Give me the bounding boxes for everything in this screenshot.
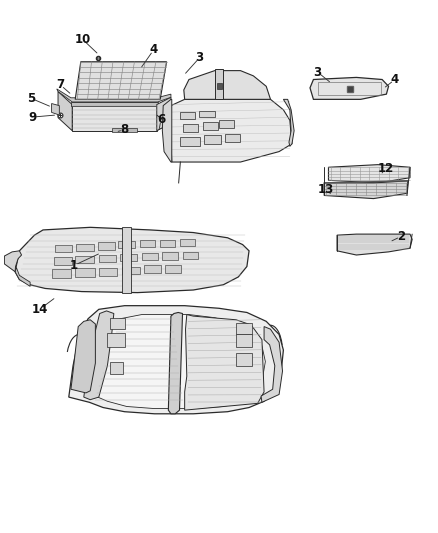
Text: 5: 5 <box>27 92 35 105</box>
Polygon shape <box>185 314 264 410</box>
Polygon shape <box>52 269 71 278</box>
Polygon shape <box>52 103 59 115</box>
Polygon shape <box>58 92 72 131</box>
Text: 13: 13 <box>317 183 334 196</box>
Polygon shape <box>15 228 249 293</box>
Polygon shape <box>261 327 283 402</box>
Circle shape <box>60 278 69 288</box>
Bar <box>110 362 123 374</box>
Polygon shape <box>57 89 171 102</box>
Polygon shape <box>144 265 161 273</box>
Polygon shape <box>166 265 181 273</box>
Polygon shape <box>157 97 171 131</box>
Polygon shape <box>162 253 178 260</box>
Polygon shape <box>75 62 166 99</box>
Polygon shape <box>203 123 218 130</box>
Polygon shape <box>180 137 200 147</box>
Polygon shape <box>310 77 389 99</box>
Polygon shape <box>162 99 172 162</box>
Polygon shape <box>283 99 294 147</box>
Polygon shape <box>226 134 240 142</box>
Polygon shape <box>120 254 138 261</box>
Bar <box>236 334 252 348</box>
Polygon shape <box>75 268 95 277</box>
Text: 12: 12 <box>378 162 394 175</box>
Polygon shape <box>140 240 155 247</box>
Polygon shape <box>168 312 183 414</box>
Text: 14: 14 <box>32 303 48 316</box>
Circle shape <box>87 280 94 289</box>
Bar <box>217 83 222 89</box>
Text: 7: 7 <box>56 78 64 91</box>
Polygon shape <box>55 245 72 253</box>
Text: 2: 2 <box>397 230 406 243</box>
Polygon shape <box>142 253 158 260</box>
Polygon shape <box>180 239 194 246</box>
Polygon shape <box>77 244 94 251</box>
Polygon shape <box>99 268 117 276</box>
Polygon shape <box>160 240 175 247</box>
Polygon shape <box>84 311 114 400</box>
Bar <box>112 128 138 132</box>
Polygon shape <box>69 306 283 414</box>
Polygon shape <box>75 256 94 263</box>
Polygon shape <box>180 112 195 119</box>
Polygon shape <box>183 124 198 132</box>
Polygon shape <box>99 255 116 262</box>
Polygon shape <box>15 268 30 286</box>
Polygon shape <box>92 314 265 409</box>
Polygon shape <box>123 228 131 293</box>
Polygon shape <box>4 251 21 272</box>
Polygon shape <box>204 135 221 144</box>
Bar <box>107 333 124 348</box>
Text: 1: 1 <box>70 259 78 272</box>
Polygon shape <box>328 165 410 183</box>
Polygon shape <box>337 234 412 255</box>
Polygon shape <box>199 111 215 117</box>
Text: 4: 4 <box>150 43 158 56</box>
Polygon shape <box>123 266 140 274</box>
Polygon shape <box>98 243 115 250</box>
Text: 3: 3 <box>196 51 204 64</box>
Text: 4: 4 <box>391 73 399 86</box>
Text: 6: 6 <box>157 112 165 126</box>
Polygon shape <box>170 99 292 162</box>
Polygon shape <box>324 181 408 199</box>
Polygon shape <box>72 104 157 131</box>
Polygon shape <box>118 241 135 248</box>
Bar <box>236 353 252 366</box>
Polygon shape <box>54 257 72 265</box>
Circle shape <box>104 280 110 288</box>
Text: 9: 9 <box>28 111 36 124</box>
Polygon shape <box>184 71 271 99</box>
Bar <box>236 323 252 334</box>
Polygon shape <box>72 123 170 131</box>
Polygon shape <box>215 69 223 99</box>
Polygon shape <box>183 252 198 259</box>
Bar <box>110 318 124 329</box>
Polygon shape <box>71 102 158 106</box>
Circle shape <box>69 241 77 251</box>
Polygon shape <box>219 120 234 127</box>
Text: 3: 3 <box>314 66 322 79</box>
Text: 10: 10 <box>74 33 91 46</box>
Text: 8: 8 <box>120 123 129 136</box>
Polygon shape <box>71 320 95 393</box>
Bar <box>318 82 381 95</box>
